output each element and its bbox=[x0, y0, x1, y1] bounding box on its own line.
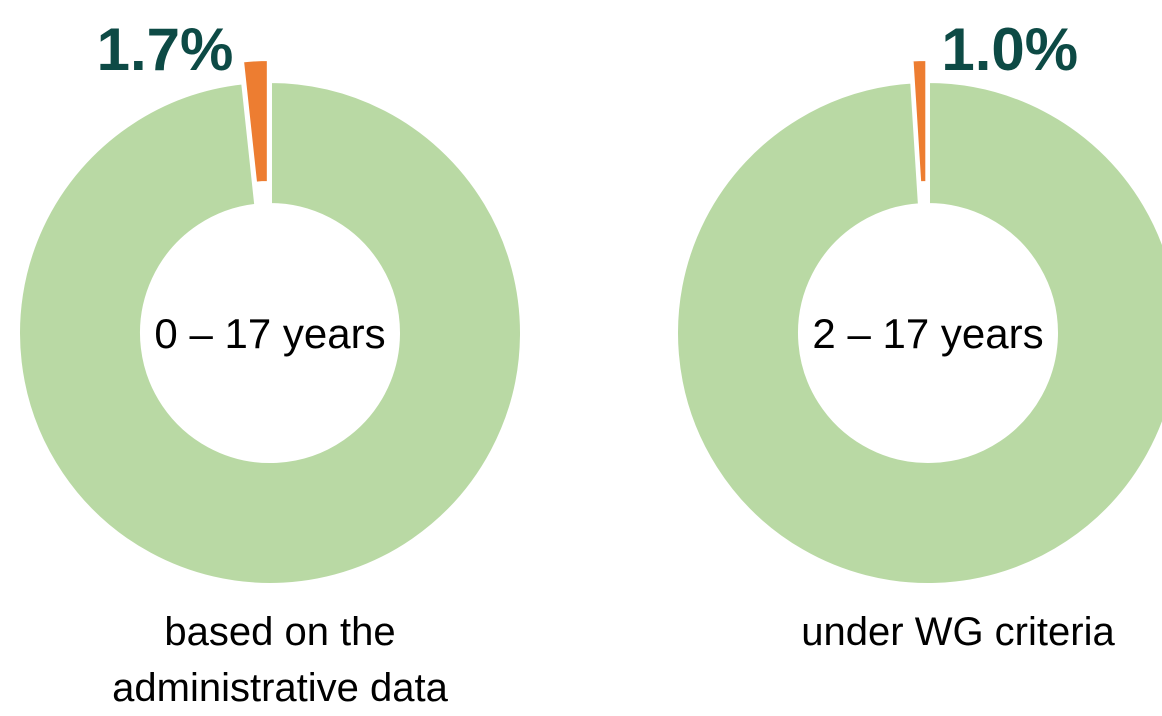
slice bbox=[909, 57, 930, 186]
slice bbox=[239, 57, 271, 186]
caption: based on the administrative data bbox=[112, 610, 448, 710]
slice bbox=[674, 78, 1162, 587]
slice bbox=[16, 78, 524, 587]
caption: under WG criteria bbox=[801, 610, 1115, 654]
value-label: 1.7% bbox=[97, 16, 234, 83]
value-label: 1.0% bbox=[941, 16, 1078, 83]
center-label: 2 – 17 years bbox=[812, 310, 1043, 357]
center-label: 0 – 17 years bbox=[154, 310, 385, 357]
